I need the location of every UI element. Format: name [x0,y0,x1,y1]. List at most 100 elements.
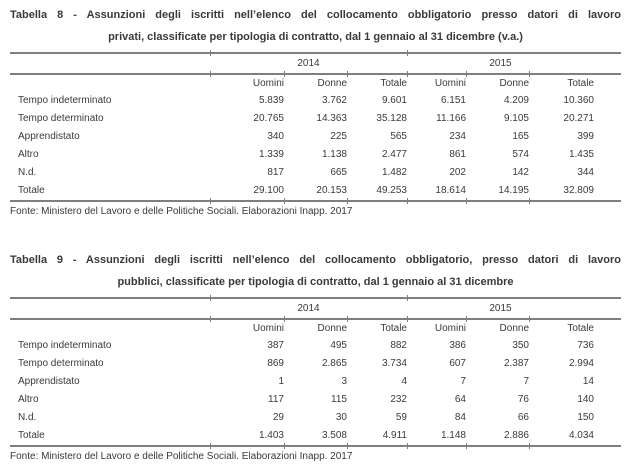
table-row: Tempo determinato 20.765 14.363 35.128 1… [10,110,621,128]
cell-value: 1.339 [258,149,284,160]
column-tick [466,316,467,322]
column-tick [466,71,467,77]
table-rule-mid [10,71,621,77]
column-tick [466,443,467,449]
tabella-9-source-note: Fonte: Ministero del Lavoro e delle Poli… [10,451,353,462]
year-2015-label: 2015 [489,58,512,69]
table-row: N.d. 817 665 1.482 202 142 344 [10,164,621,182]
column-header: Totale [567,323,594,334]
cell-value: 607 [449,358,466,369]
cell-value: 4.034 [568,430,594,441]
cell-value: 665 [330,167,347,178]
tabella-9-title-line2: pubblici, classificate per tipologia di … [117,276,514,288]
tabella-9-section: Tabella 9 - Assunzioni degli iscritti ne… [10,249,621,463]
cell-value: 2.994 [568,358,594,369]
year-2014-label: 2014 [297,303,320,314]
table-row: Tempo indeterminato 5.839 3.762 9.601 6.… [10,92,621,110]
row-label: N.d. [18,412,37,423]
table-row: Tempo determinato 869 2.865 3.734 607 2.… [10,355,621,373]
column-tick [210,295,211,301]
column-header-row: Uomini Donne Totale Uomini Donne Totale [10,320,621,337]
year-header-row: 2014 2015 [10,54,621,73]
column-header: Uomini [434,78,466,89]
cell-value: 234 [449,131,466,142]
tabella-8-section: Tabella 8 - Assunzioni degli iscritti ne… [10,4,621,218]
cell-value: 7 [460,376,466,387]
table-row: Tempo indeterminato 387 495 882 386 350 … [10,337,621,355]
column-tick [407,443,408,449]
column-header: Uomini [252,78,284,89]
cell-value: 117 [268,394,284,405]
table-rule-mid [10,316,621,322]
row-label: Apprendistato [18,131,80,142]
table-rule-bottom [10,443,621,449]
cell-value: 4 [401,376,407,387]
column-tick [284,71,285,77]
table-row: N.d. 29 30 59 84 66 150 [10,409,621,427]
cell-value: 59 [395,412,407,423]
table-row: Apprendistato 340 225 565 234 165 399 [10,128,621,146]
cell-value: 142 [512,167,529,178]
cell-value: 5.839 [258,95,284,106]
cell-value: 30 [335,412,347,423]
tabella-8-title-line2: privati, classificate per tipologia di c… [108,31,523,43]
cell-value: 225 [330,131,347,142]
row-label: Altro [18,149,39,160]
table-rule-top [10,295,621,301]
cell-value: 115 [331,394,347,405]
cell-value: 29.100 [253,185,284,196]
tabella-8-source-note: Fonte: Ministero del Lavoro e delle Poli… [10,206,353,217]
cell-value: 1.435 [568,149,594,160]
column-tick [529,443,530,449]
table-row: Altro 1.339 1.138 2.477 861 574 1.435 [10,146,621,164]
row-label: Apprendistato [18,376,80,387]
cell-value: 140 [577,394,594,405]
cell-value: 10.360 [563,95,594,106]
tabella-8-table: 2014 2015 Uomini Donne Totale Uomini Don… [10,50,621,204]
table-row: Altro 117 115 232 64 76 140 [10,391,621,409]
column-tick [210,198,211,204]
cell-value: 574 [512,149,529,160]
cell-value: 150 [577,412,594,423]
cell-value: 387 [267,340,284,351]
cell-value: 340 [267,131,284,142]
cell-value: 3.762 [321,95,347,106]
cell-value: 3 [341,376,347,387]
column-tick [284,198,285,204]
table-row-total: Totale 1.403 3.508 4.911 1.148 2.886 4.0… [10,427,621,445]
year-2014-label: 2014 [297,58,320,69]
column-header: Donne [499,78,529,89]
cell-value: 4.209 [503,95,529,106]
cell-value: 1.403 [258,430,284,441]
cell-value: 882 [390,340,407,351]
row-label: Totale [18,185,45,196]
cell-value: 66 [517,412,529,423]
cell-value: 7 [523,376,529,387]
cell-value: 11.166 [436,113,466,124]
row-label: Tempo determinato [18,113,104,124]
cell-value: 386 [449,340,466,351]
column-tick [466,198,467,204]
cell-value: 6.151 [440,95,466,106]
cell-value: 344 [577,167,594,178]
cell-value: 29 [272,412,284,423]
cell-value: 35.128 [376,113,407,124]
row-label: Altro [18,394,39,405]
column-tick [529,198,530,204]
cell-value: 84 [454,412,466,423]
cell-value: 20.271 [563,113,594,124]
column-header: Donne [499,323,529,334]
cell-value: 736 [577,340,594,351]
cell-value: 232 [390,394,407,405]
cell-value: 2.477 [381,149,407,160]
column-tick [210,71,211,77]
column-tick [407,295,408,301]
tabella-8-title-line1: Tabella 8 - Assunzioni degli iscritti ne… [10,9,621,21]
tabella-9-table: 2014 2015 Uomini Donne Totale Uomini Don… [10,295,621,449]
cell-value: 399 [577,131,594,142]
table-row: Apprendistato 1 3 4 7 7 14 [10,373,621,391]
column-tick [347,316,348,322]
cell-value: 2.865 [321,358,347,369]
cell-value: 565 [390,131,407,142]
